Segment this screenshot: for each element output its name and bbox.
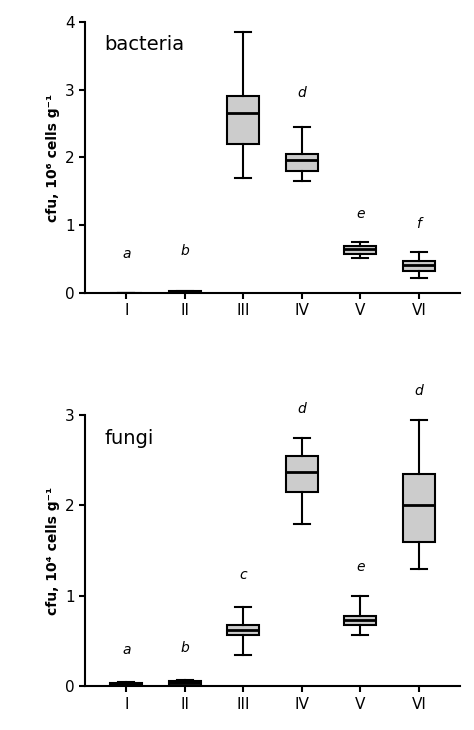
PathPatch shape (169, 681, 201, 686)
PathPatch shape (344, 245, 376, 254)
PathPatch shape (169, 291, 201, 293)
PathPatch shape (286, 456, 318, 492)
Text: f: f (416, 217, 421, 231)
PathPatch shape (403, 474, 435, 542)
PathPatch shape (110, 683, 142, 686)
Text: a: a (122, 247, 130, 261)
PathPatch shape (227, 625, 259, 634)
Text: b: b (181, 245, 189, 258)
Y-axis label: cfu, 10⁴ cells g⁻¹: cfu, 10⁴ cells g⁻¹ (46, 487, 60, 615)
Text: d: d (297, 402, 306, 416)
Text: fungi: fungi (104, 429, 154, 447)
Text: d: d (297, 86, 306, 100)
Text: b: b (181, 642, 189, 656)
Text: d: d (414, 384, 423, 398)
PathPatch shape (227, 96, 259, 144)
Y-axis label: cfu, 10⁶ cells g⁻¹: cfu, 10⁶ cells g⁻¹ (46, 93, 60, 221)
PathPatch shape (344, 615, 376, 625)
Text: e: e (356, 207, 365, 220)
PathPatch shape (403, 261, 435, 271)
Text: a: a (122, 643, 130, 657)
Text: e: e (356, 560, 365, 574)
Text: c: c (239, 568, 247, 583)
PathPatch shape (286, 154, 318, 171)
Text: bacteria: bacteria (104, 36, 184, 55)
